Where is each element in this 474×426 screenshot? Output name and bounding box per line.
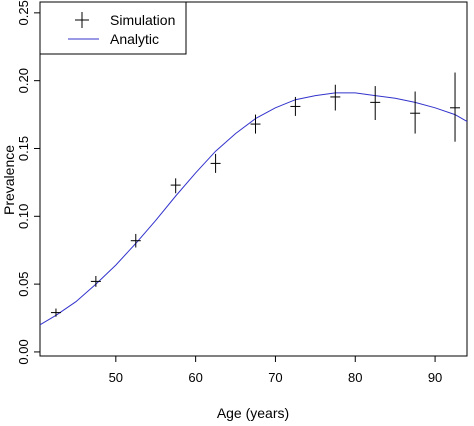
legend-box bbox=[39, 1, 187, 55]
y-tick-label: 0.25 bbox=[16, 0, 31, 25]
x-tick-label: 50 bbox=[109, 370, 123, 385]
x-tick-label: 70 bbox=[268, 370, 282, 385]
y-axis-title: Prevalence bbox=[1, 145, 17, 215]
legend-simulation-label: Simulation bbox=[110, 12, 175, 28]
x-axis: 50 60 70 80 90 bbox=[109, 356, 442, 385]
legend-simulation-marker bbox=[75, 12, 89, 28]
simulation-series bbox=[50, 72, 461, 317]
y-axis: 0.00 0.05 0.10 0.15 0.20 0.25 bbox=[16, 0, 40, 365]
x-tick-label: 90 bbox=[428, 370, 442, 385]
simulation-point bbox=[90, 275, 101, 287]
x-tick-label: 60 bbox=[188, 370, 202, 385]
simulation-point bbox=[130, 233, 141, 248]
simulation-point bbox=[50, 308, 61, 317]
simulation-point bbox=[170, 178, 181, 194]
x-tick-label: 80 bbox=[348, 370, 362, 385]
x-axis-title: Age (years) bbox=[217, 405, 289, 421]
analytic-curve bbox=[39, 92, 468, 326]
simulation-point bbox=[450, 72, 461, 142]
simulation-point bbox=[410, 91, 421, 134]
y-tick-label: 0.05 bbox=[16, 271, 31, 296]
y-tick-label: 0.20 bbox=[16, 68, 31, 93]
plot-frame bbox=[39, 1, 468, 357]
y-tick-label: 0.15 bbox=[16, 136, 31, 161]
simulation-point bbox=[250, 114, 261, 134]
legend: Simulation Analytic bbox=[39, 1, 187, 55]
simulation-point bbox=[330, 84, 341, 111]
simulation-point bbox=[210, 153, 221, 173]
analytic-series bbox=[39, 92, 468, 326]
simulation-point bbox=[290, 96, 301, 116]
y-tick-label: 0.10 bbox=[16, 204, 31, 229]
simulation-point bbox=[370, 86, 381, 120]
y-tick-label: 0.00 bbox=[16, 339, 31, 364]
legend-analytic-label: Analytic bbox=[110, 31, 159, 47]
